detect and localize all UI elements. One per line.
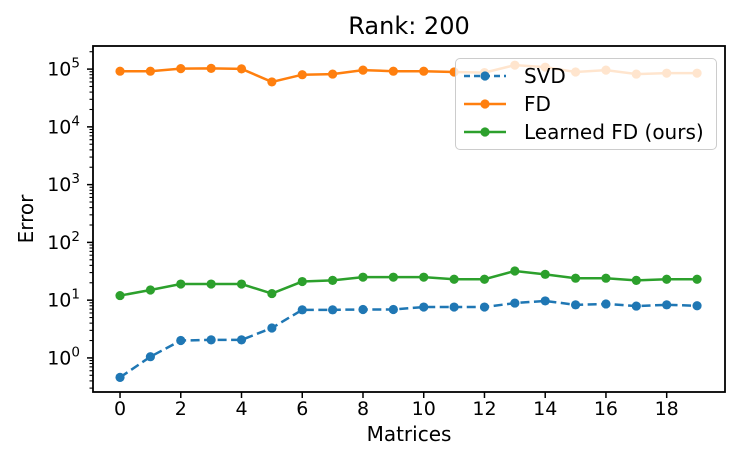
y-axis-label: Error (14, 194, 38, 244)
legend: SVD FD Learned FD (ours) (455, 58, 717, 150)
svg-text:10: 10 (412, 398, 436, 420)
legend-line-sample-learned-fd (464, 127, 506, 137)
y-axis-ticks: 100 101 102 103 104 105 (47, 56, 93, 369)
legend-item-svd: SVD (462, 62, 708, 90)
svg-text:100: 100 (47, 344, 80, 369)
svg-text:0: 0 (114, 398, 126, 420)
svg-text:8: 8 (357, 398, 369, 420)
legend-label: FD (524, 92, 551, 116)
svg-text:16: 16 (594, 398, 618, 420)
legend-line-sample-svd (464, 71, 506, 81)
legend-label: Learned FD (ours) (524, 120, 704, 144)
svg-text:4: 4 (235, 398, 247, 420)
svg-text:104: 104 (47, 113, 80, 138)
svg-text:103: 103 (47, 171, 80, 196)
x-axis-ticks: 0 2 4 6 8 10 12 14 16 18 (114, 392, 679, 420)
svg-text:18: 18 (655, 398, 679, 420)
legend-item-fd: FD (462, 90, 708, 118)
svg-text:6: 6 (296, 398, 308, 420)
chart-title: Rank: 200 (348, 12, 470, 40)
legend-label: SVD (524, 64, 566, 88)
legend-line-sample-fd (464, 99, 506, 109)
svg-text:101: 101 (47, 287, 80, 312)
x-axis-label: Matrices (366, 422, 452, 446)
svg-text:102: 102 (47, 229, 80, 254)
svg-text:105: 105 (47, 56, 80, 81)
svg-text:2: 2 (175, 398, 187, 420)
svg-text:14: 14 (533, 398, 557, 420)
legend-item-learned-fd: Learned FD (ours) (462, 118, 708, 146)
svg-text:12: 12 (472, 398, 496, 420)
plot-border (92, 45, 726, 393)
